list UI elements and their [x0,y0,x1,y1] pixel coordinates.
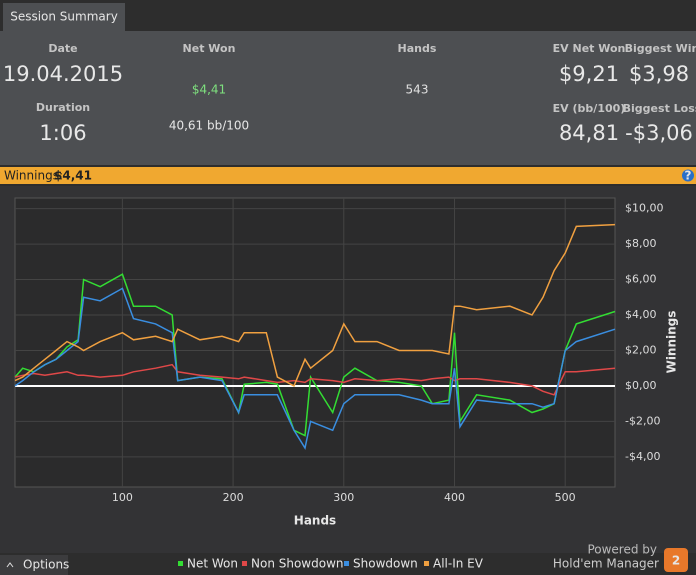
tab-label[interactable]: Session Summary [10,10,118,24]
x-tick-label: 200 [223,491,244,504]
legend-label: Non Showdown [251,557,344,571]
legend-label: All-In EV [433,557,484,571]
plot-area [14,197,616,488]
legend-marker [242,561,247,566]
label: Duration [36,101,90,114]
banner-value: $4,41 [54,169,92,183]
label: Biggest Win [625,42,696,55]
y-tick-label: $6,00 [625,273,657,286]
label: Biggest Loss [623,102,696,115]
legend-label: Net Won [187,557,238,571]
label: EV (bb/100) [553,102,626,115]
help-icon[interactable] [682,169,694,182]
x-tick-label: 300 [333,491,354,504]
series-line [14,287,616,450]
tab[interactable] [3,3,125,31]
y-tick-label: $8,00 [625,237,657,250]
sub-value: 40,61 bb/100 [169,119,249,133]
label: Date [48,42,77,55]
legend-label: Showdown [353,557,418,571]
value: 1:06 [39,121,86,145]
legend-marker [344,561,349,566]
y-tick-label: $0,00 [625,379,657,392]
value: 19.04.2015 [3,62,123,86]
y-tick-label: $10,00 [625,202,664,215]
options-icon[interactable] [6,562,14,568]
y-tick-label: $4,00 [625,308,657,321]
x-tick-label: 500 [555,491,576,504]
value: -$3,06 [625,121,693,145]
powered-by: Powered by [587,543,657,557]
label: Net Won [183,42,236,55]
series-line [14,363,616,396]
legend-marker [178,561,183,566]
summary-panel [0,31,696,165]
label: Hands [398,42,437,55]
value: $9,21 [559,62,619,86]
x-tick-label: 100 [112,491,133,504]
logo-text: 2 [672,554,680,568]
value: 84,81 [559,121,619,145]
value: $3,98 [629,62,689,86]
y-tick-label: -$4,00 [625,450,660,463]
chart: -$4,00 -$2,00 $0,00 $2,00 $4,00 $6,00 $8,00 $10… [14,198,664,504]
x-axis-title: Hands [294,514,336,528]
help-text[interactable]: ? [685,169,692,183]
x-tick-label: 400 [444,491,465,504]
y-tick-label: -$2,00 [625,414,660,427]
value: 543 [406,83,429,97]
banner [0,167,696,184]
brand: Hold'em Manager [553,557,659,571]
y-axis-title: Winnings [665,311,679,374]
options-label[interactable]: Options [23,558,69,572]
legend-marker [424,561,429,566]
banner-label: Winnings: [4,169,63,183]
series-line [14,223,616,387]
y-tick-label: $2,00 [625,343,657,356]
label: EV Net Won [553,42,626,55]
options-button[interactable] [0,555,68,575]
logo [664,548,688,572]
value: $4,41 [192,83,226,97]
